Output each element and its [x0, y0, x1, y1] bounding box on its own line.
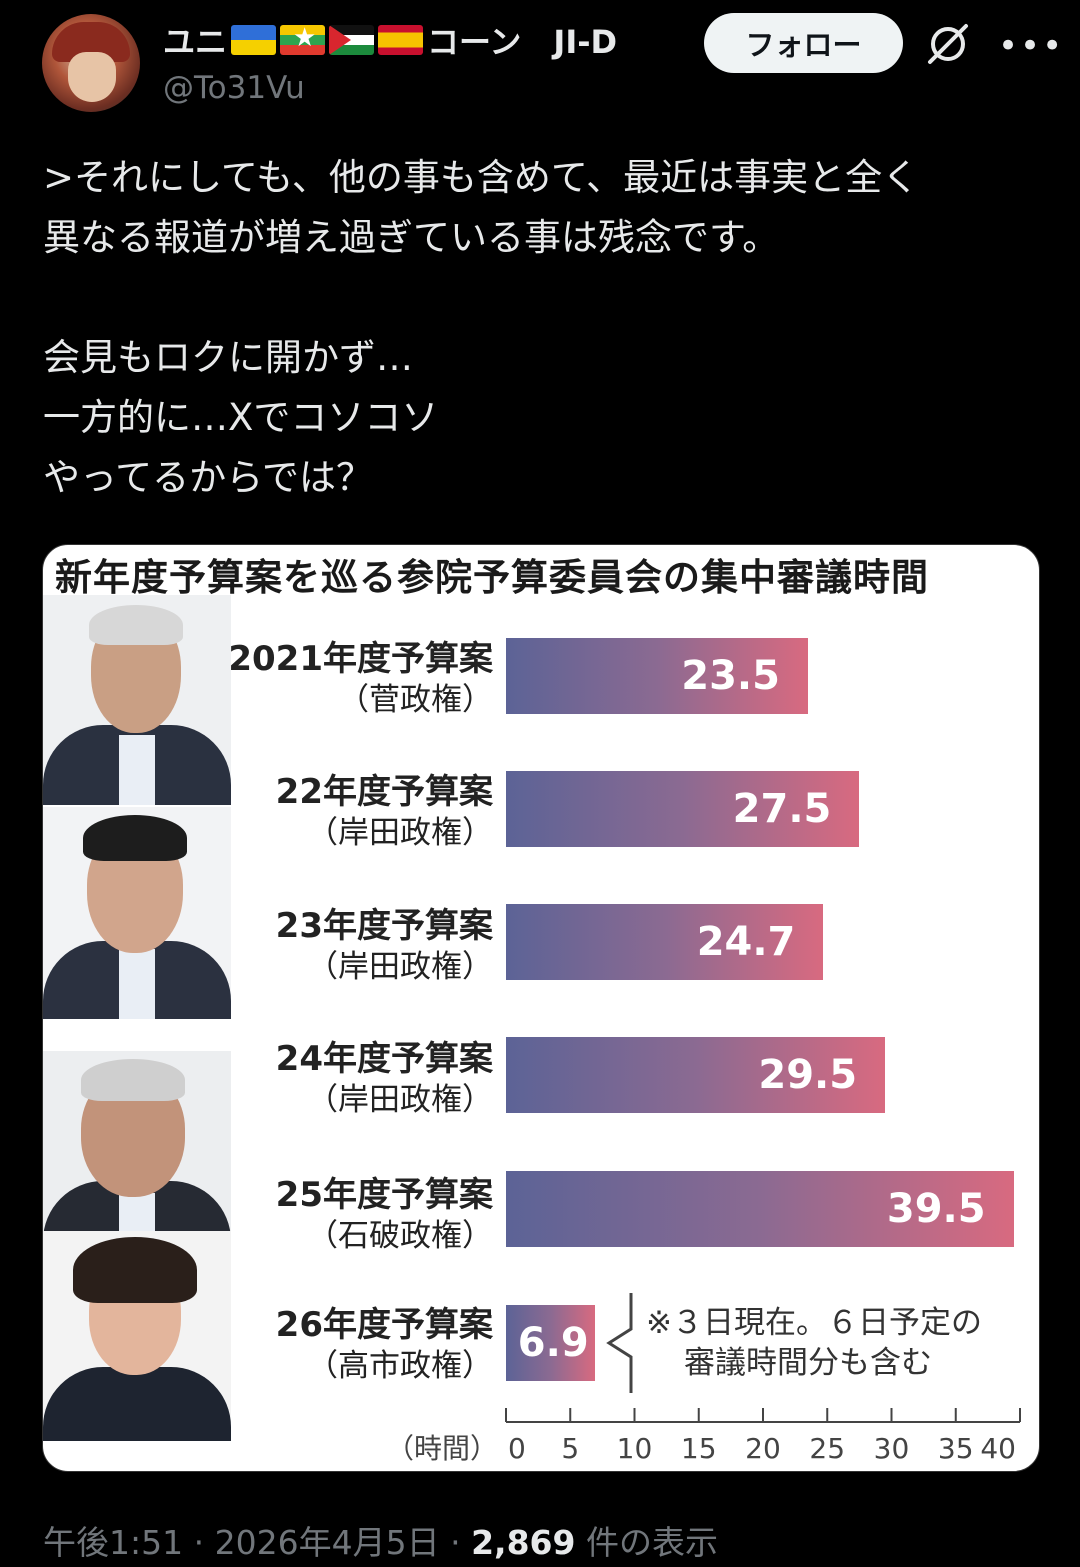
row-year-label: 24年度予算案	[275, 1039, 493, 1079]
chart-note-line-1: ※３日現在。６日予定の	[646, 1305, 982, 1341]
bar-value-label: 6.9	[517, 1320, 589, 1366]
row-government-label: （岸田政権）	[307, 1082, 493, 1118]
avatar[interactable]	[42, 14, 140, 112]
photo-shirt	[119, 949, 155, 1019]
myanmar-flag-icon	[280, 25, 326, 55]
photo-shirt	[119, 735, 155, 805]
palestine-flag-icon	[329, 25, 375, 55]
chart-note-line-2: 審議時間分も含む	[684, 1345, 932, 1381]
bar-2024: 29.5	[506, 1037, 886, 1113]
x-tick-label: 10	[617, 1432, 653, 1465]
politician-photo-takaichi	[43, 1231, 231, 1441]
display-name[interactable]: ユニ コーン JI-D	[163, 18, 617, 62]
more-icon[interactable]: •••	[998, 26, 1065, 66]
chart-title: 新年度予算案を巡る参院予算委員会の集中審議時間	[55, 556, 929, 599]
tweet-date[interactable]: 2026年4月5日	[214, 1523, 440, 1562]
tweet-media-image[interactable]: 新年度予算案を巡る参院予算委員会の集中審議時間 2021年度予算案 （菅政権） …	[42, 544, 1040, 1472]
row-government-label: （岸田政権）	[307, 815, 493, 851]
bar-value-label: 29.5	[758, 1052, 858, 1098]
x-tick-label: 25	[809, 1432, 845, 1465]
tweet-text: >それにしても、他の事も含めて、最近は事実と全く 異なる報道が増え過ぎている事は…	[43, 156, 920, 499]
display-name-prefix: ユニ	[163, 23, 228, 61]
user-handle[interactable]: @To31Vu	[163, 70, 305, 106]
x-axis-unit-label: （時間）	[386, 1432, 498, 1465]
photo-hair	[73, 1237, 197, 1303]
politician-photo-suga	[43, 595, 231, 805]
row-year-label: 22年度予算案	[275, 772, 493, 812]
row-government-label: （高市政権）	[307, 1348, 493, 1384]
tweet-meta: 午後1:51 · 2026年4月5日 · 2,869 件の表示	[43, 1516, 718, 1564]
note-brace	[606, 1293, 633, 1393]
x-tick-label: 20	[745, 1432, 781, 1465]
chart-note: ※３日現在。６日予定の 審議時間分も含む	[646, 1303, 982, 1383]
row-government-label: （石破政権）	[307, 1218, 493, 1254]
x-tick-label: 0	[508, 1432, 526, 1465]
photo-body	[43, 1367, 231, 1441]
x-tick-label: 35	[938, 1432, 974, 1465]
photo-hair	[83, 815, 187, 861]
bar-2021: 23.5	[506, 638, 808, 714]
row-year-label: 25年度予算案	[275, 1175, 493, 1215]
bar-2026: 6.9	[506, 1305, 595, 1381]
bar-2023: 24.7	[506, 904, 824, 980]
row-label-2022: 22年度予算案 （岸田政権）	[43, 771, 493, 853]
row-label-2024: 24年度予算案 （岸田政権）	[43, 1038, 493, 1120]
display-name-suffix: コーン JI-D	[427, 23, 618, 61]
meta-separator: ·	[193, 1523, 205, 1562]
x-tick-label: 5	[561, 1432, 579, 1465]
row-label-2025: 25年度予算案 （石破政権）	[43, 1174, 493, 1256]
ukraine-flag-icon	[231, 25, 277, 55]
row-label-2023: 23年度予算案 （岸田政権）	[43, 905, 493, 987]
bar-2022: 27.5	[506, 771, 860, 847]
row-year-label: 23年度予算案	[275, 906, 493, 946]
meta-separator: ·	[450, 1523, 461, 1562]
x-tick-label: 40	[980, 1432, 1016, 1465]
row-government-label: （岸田政権）	[307, 949, 493, 985]
row-label-2021: 2021年度予算案 （菅政権）	[43, 638, 493, 720]
photo-hair	[81, 1059, 185, 1101]
bar-value-label: 27.5	[732, 786, 832, 832]
row-government-label: （菅政権）	[338, 682, 493, 718]
follow-button[interactable]: フォロー	[704, 13, 903, 73]
bar-value-label: 23.5	[681, 653, 780, 699]
politician-photo-kishida	[43, 807, 231, 1019]
row-label-2026: 26年度予算案 （高市政権）	[43, 1304, 493, 1386]
x-axis: （時間） 0 5 10 15 20 25 30 35 40	[386, 1408, 1021, 1465]
views-count[interactable]: 2,869	[471, 1523, 576, 1562]
row-year-label: 2021年度予算案	[228, 639, 493, 679]
no-grok-icon[interactable]	[924, 20, 972, 68]
bar-value-label: 39.5	[886, 1186, 986, 1232]
photo-hair	[89, 605, 183, 645]
row-year-label: 26年度予算案	[275, 1305, 493, 1345]
x-tick-label: 30	[874, 1432, 910, 1465]
bar-value-label: 24.7	[696, 919, 796, 965]
tweet-time[interactable]: 午後1:51	[43, 1523, 184, 1562]
avatar-face	[68, 52, 116, 102]
bar-2025: 39.5	[506, 1171, 1014, 1247]
politician-photo-ishiba	[43, 1051, 231, 1263]
spain-flag-icon	[378, 25, 424, 55]
x-tick-label: 15	[681, 1432, 717, 1465]
views-label: 件の表示	[585, 1523, 718, 1562]
